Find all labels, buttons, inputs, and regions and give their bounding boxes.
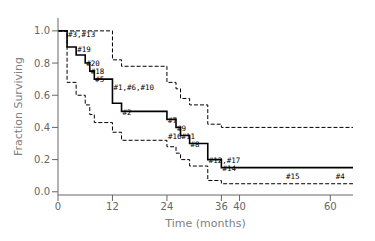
- svg-text:0: 0: [55, 201, 61, 212]
- svg-text:12: 12: [106, 201, 119, 212]
- svg-text:40: 40: [233, 201, 246, 212]
- svg-text:#16: #16: [168, 132, 182, 141]
- svg-text:#9: #9: [177, 123, 186, 133]
- svg-text:60: 60: [324, 201, 337, 212]
- svg-text:#8: #8: [191, 140, 201, 149]
- svg-text:#3,#13: #3,#13: [68, 30, 95, 39]
- svg-text:#1,#6,#10: #1,#6,#10: [113, 83, 154, 92]
- svg-text:#19: #19: [77, 45, 91, 54]
- svg-text:0.6: 0.6: [34, 90, 50, 101]
- svg-text:24: 24: [161, 201, 174, 212]
- svg-text:0.0: 0.0: [34, 186, 50, 197]
- svg-text:#15: #15: [286, 172, 300, 181]
- svg-text:#7: #7: [168, 116, 177, 125]
- svg-text:1.0: 1.0: [34, 25, 50, 36]
- svg-text:Fraction Surviving: Fraction Surviving: [12, 57, 25, 156]
- svg-text:#20: #20: [86, 59, 100, 69]
- svg-text:#4: #4: [336, 172, 346, 181]
- svg-text:#12,#17: #12,#17: [208, 155, 241, 165]
- svg-text:#5: #5: [95, 75, 104, 84]
- svg-text:0.8: 0.8: [34, 58, 50, 69]
- svg-text:#2: #2: [123, 108, 132, 117]
- svg-text:Time (months): Time (months): [164, 217, 245, 230]
- svg-text:#11: #11: [181, 131, 196, 141]
- svg-text:#18: #18: [90, 67, 105, 77]
- svg-text:0.4: 0.4: [34, 122, 50, 133]
- svg-text:0.2: 0.2: [34, 154, 50, 165]
- svg-text:#14: #14: [222, 164, 236, 173]
- svg-text:36: 36: [215, 201, 228, 212]
